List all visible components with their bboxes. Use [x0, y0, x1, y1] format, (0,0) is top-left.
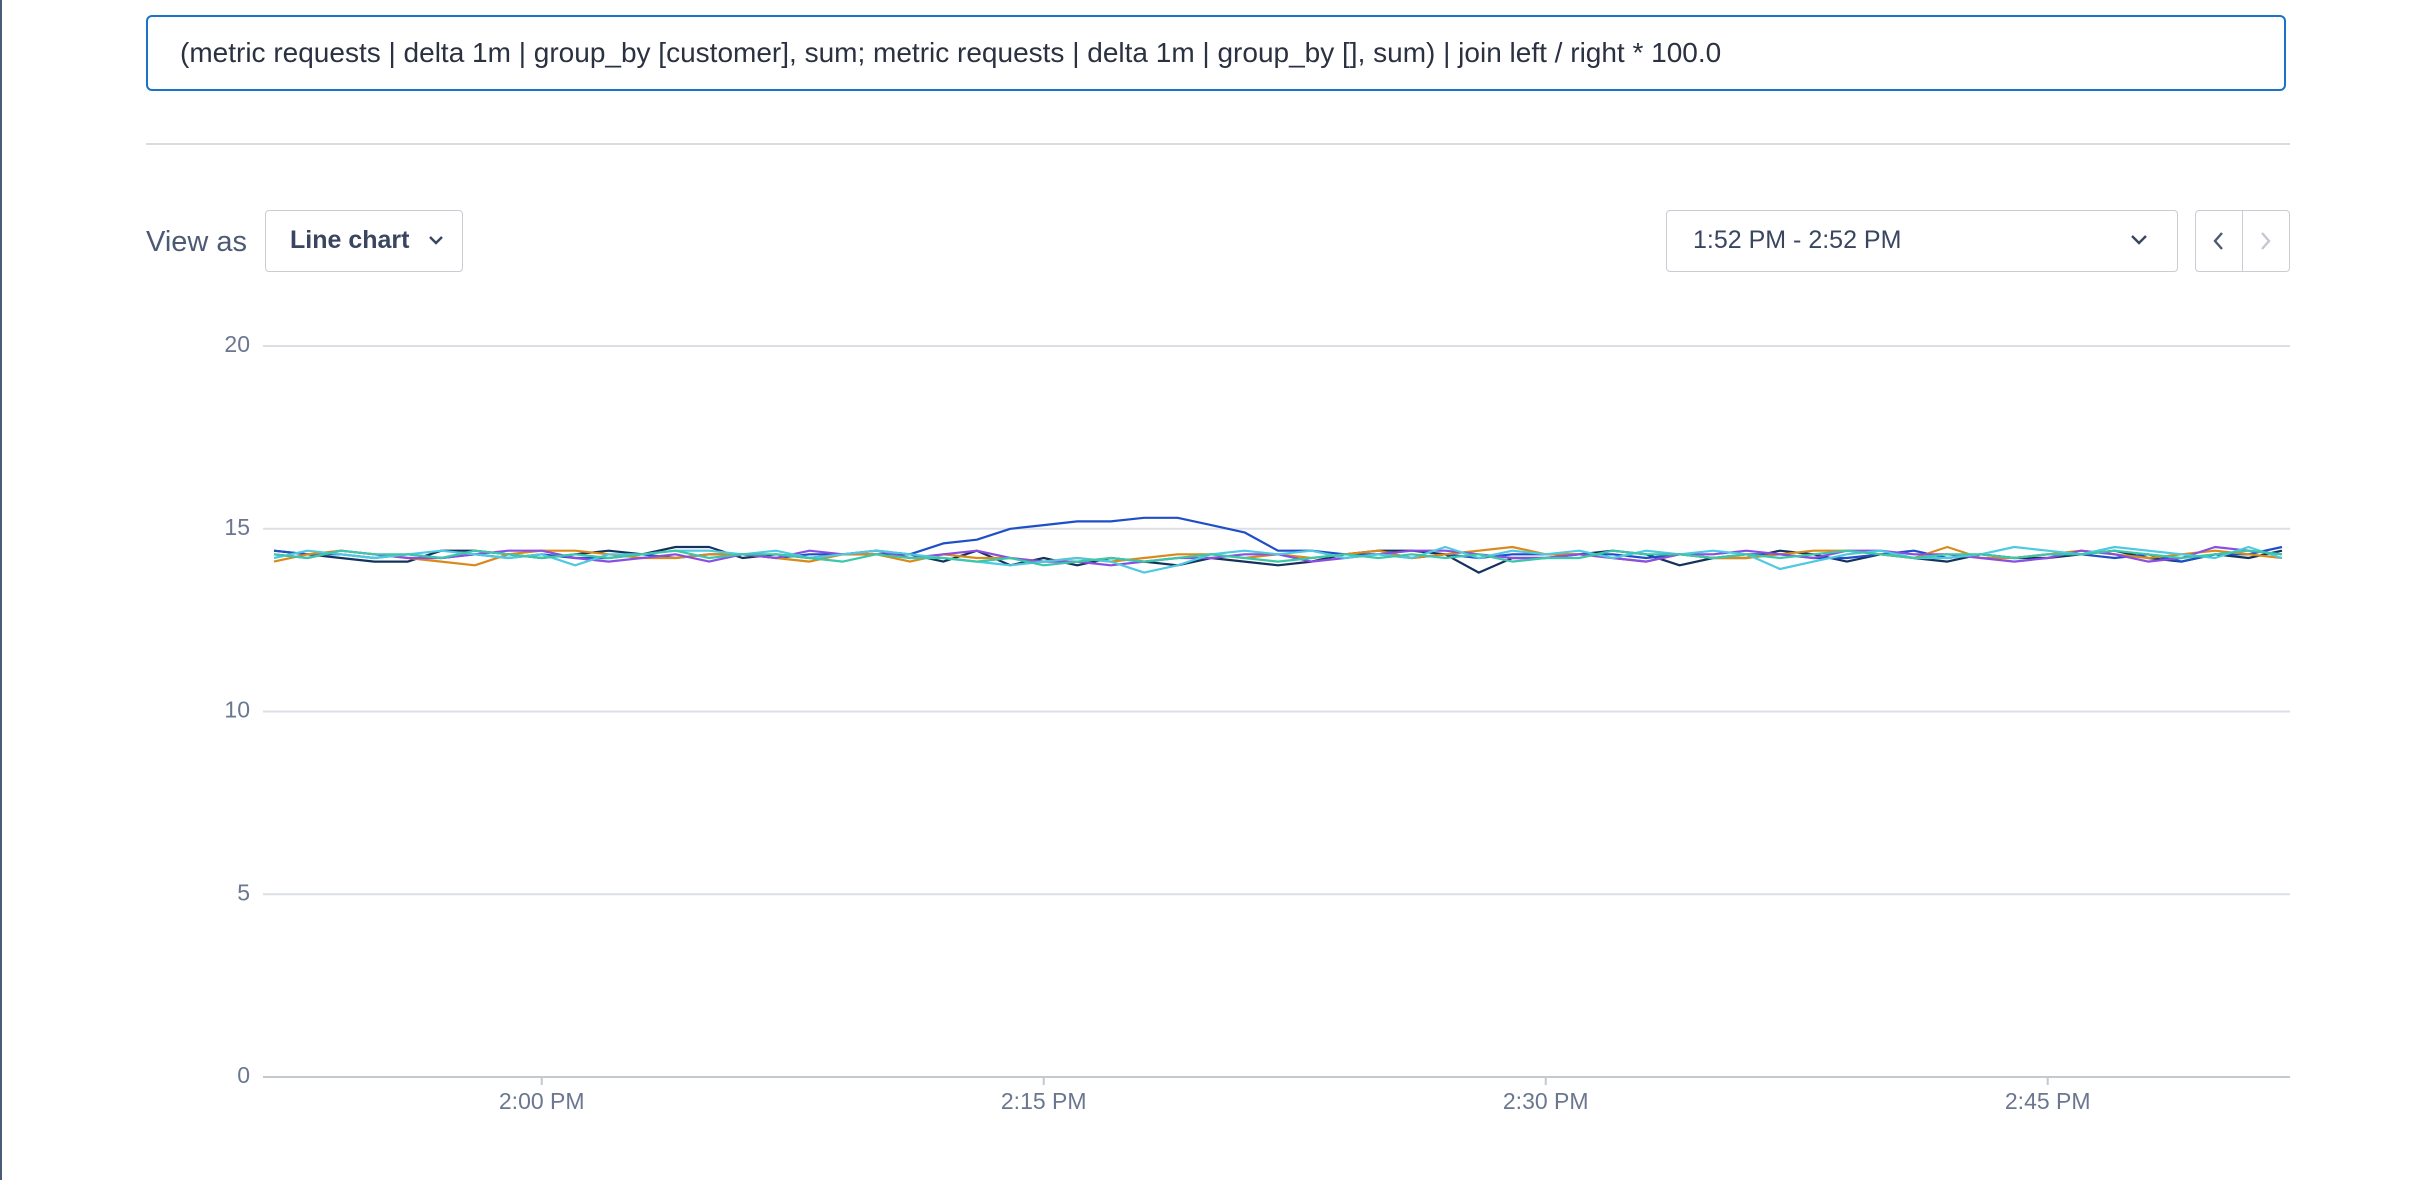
time-range-text: 1:52 PM - 2:52 PM [1693, 226, 1902, 254]
series-line [273, 549, 2283, 567]
x-tick-label: 2:30 PM [1503, 1088, 1589, 1114]
next-range-button[interactable] [2242, 210, 2290, 272]
chevron-left [2213, 232, 2223, 250]
x-tick-label: 2:15 PM [1001, 1088, 1087, 1114]
view-mode-dropdown[interactable]: Line chart [265, 210, 463, 272]
query-input[interactable]: (metric requests | delta 1m | group_by [… [146, 15, 2286, 91]
series-line [273, 516, 2283, 563]
y-tick-label: 0 [237, 1062, 250, 1088]
chevron-down [429, 236, 443, 245]
previous-range-button[interactable] [2195, 210, 2243, 272]
window-edge [0, 0, 2, 1180]
y-tick-label: 5 [237, 879, 250, 905]
series-line [273, 545, 2283, 574]
y-tick-label: 10 [224, 697, 250, 723]
series-line [273, 545, 2283, 574]
divider [146, 143, 2290, 145]
time-range-dropdown[interactable]: 1:52 PM - 2:52 PM [1666, 210, 2178, 272]
series-line [273, 545, 2283, 567]
series-line [273, 545, 2283, 567]
y-tick-label: 20 [224, 331, 250, 357]
view-mode-text: Line chart [290, 226, 410, 254]
x-tick-label: 2:45 PM [2005, 1088, 2091, 1114]
chevron-down [2131, 235, 2147, 245]
x-tick-label: 2:00 PM [499, 1088, 585, 1114]
chevron-right [2261, 232, 2271, 250]
view-as-label: View as [146, 226, 248, 258]
y-tick-label: 15 [224, 514, 250, 540]
